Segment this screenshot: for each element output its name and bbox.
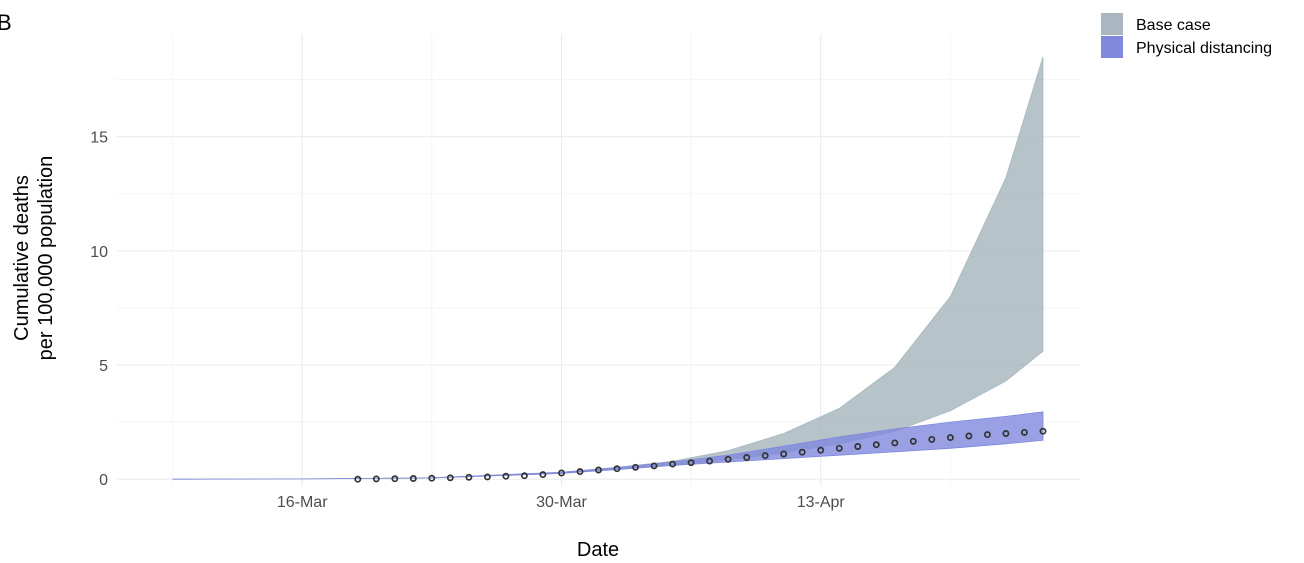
observed-point	[520, 472, 528, 480]
legend-label-physical-distancing: Physical distancing	[1136, 40, 1272, 57]
observed-point	[798, 448, 806, 456]
legend-label-base-case: Base case	[1136, 17, 1211, 34]
observed-point	[817, 446, 825, 454]
x-tick-label: 30-Mar	[536, 494, 587, 511]
observed-point	[354, 475, 362, 483]
ribbons	[172, 56, 1044, 480]
y-axis-title-line-1: Cumulative deaths	[11, 175, 33, 341]
ribbon-base-case	[172, 56, 1044, 480]
observed-point	[1020, 428, 1028, 436]
x-tick-labels: 16-Mar 30-Mar 13-Apr	[277, 494, 846, 511]
observed-point	[835, 444, 843, 452]
panel-label: B	[0, 10, 12, 35]
observed-point	[1002, 430, 1010, 437]
observed-point	[946, 434, 954, 442]
observed-point	[909, 437, 917, 445]
observed-point	[613, 465, 621, 473]
y-tick-label: 5	[99, 358, 108, 375]
observed-point	[409, 475, 417, 482]
observed-point	[872, 441, 880, 449]
observed-point	[1039, 427, 1047, 435]
observed-point	[687, 459, 695, 467]
grid	[117, 34, 1080, 486]
y-tick-label: 10	[90, 244, 108, 261]
observed-point	[780, 450, 788, 458]
y-tick-labels: 0 5 10 15	[90, 130, 108, 489]
observed-point	[576, 468, 584, 476]
legend-swatch-base-case	[1101, 13, 1123, 35]
observed-point	[465, 473, 473, 481]
observed-point	[669, 460, 677, 468]
observed-point	[724, 455, 732, 463]
observed-point	[632, 463, 639, 471]
x-axis-title: Date	[577, 539, 619, 561]
legend: Base case Physical distancing	[1101, 13, 1272, 58]
observed-point	[558, 469, 565, 477]
y-tick-label: 15	[90, 130, 108, 147]
legend-swatch-physical-distancing	[1101, 36, 1123, 58]
observed-point	[965, 432, 973, 440]
ribbon-physical-distancing	[172, 411, 1044, 480]
observed-point	[854, 443, 862, 450]
y-axis-title-line-2: per 100,000 population	[35, 156, 57, 361]
x-tick-label: 13-Apr	[797, 494, 846, 511]
observed-point	[706, 457, 714, 465]
observed-point	[446, 474, 454, 482]
observed-point	[502, 472, 510, 480]
observed-point	[428, 474, 436, 482]
observed-point	[891, 439, 899, 447]
observed-points	[354, 427, 1047, 483]
x-tick-label: 16-Mar	[277, 494, 328, 511]
observed-point	[372, 475, 380, 483]
y-tick-label: 0	[99, 472, 108, 489]
observed-point	[650, 462, 658, 470]
observed-point	[983, 431, 991, 439]
observed-point	[928, 435, 936, 443]
observed-point	[539, 471, 547, 479]
observed-point	[743, 454, 751, 461]
observed-point	[391, 475, 399, 483]
observed-point	[761, 452, 769, 460]
observed-point	[483, 473, 491, 481]
observed-point	[595, 466, 602, 474]
